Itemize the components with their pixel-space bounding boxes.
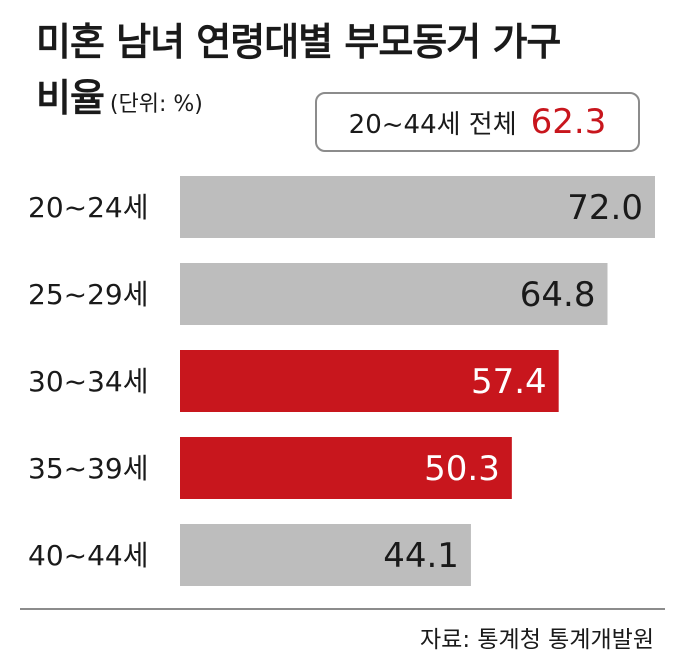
bar	[180, 437, 512, 499]
title-line-2-text: 비율	[36, 76, 105, 120]
footer-divider	[20, 608, 665, 610]
title-line-2: 비율 (단위: %)	[36, 70, 656, 133]
bar	[180, 350, 559, 412]
value-label: 57.4	[471, 362, 547, 402]
category-label: 30~34세	[28, 365, 148, 398]
bar-chart: 20~24세 72.0 25~29세 64.8 30~34세 57.4 35~39세 50.3…	[28, 176, 655, 586]
total-value: 62.3	[530, 102, 607, 142]
value-label: 44.1	[383, 536, 459, 576]
bar	[180, 524, 471, 586]
total-label: 20~44세 전체	[348, 109, 517, 140]
chart-title: 미혼 남녀 연령대별 부모동거 가구 비율 (단위: %)	[36, 14, 656, 133]
category-label: 40~44세	[28, 539, 148, 572]
category-label: 20~24세	[28, 191, 148, 224]
total-summary-box: 20~44세 전체 62.3	[315, 92, 640, 152]
unit-label: (단위: %)	[109, 92, 203, 117]
category-label: 25~29세	[28, 278, 148, 311]
source-note: 자료: 통계청 통계개발원	[420, 627, 654, 653]
value-label: 72.0	[567, 188, 643, 228]
bar	[180, 176, 655, 238]
value-label: 64.8	[520, 275, 596, 315]
title-line-1: 미혼 남녀 연령대별 부모동거 가구	[36, 20, 561, 64]
category-label: 35~39세	[28, 452, 148, 485]
bar	[180, 263, 608, 325]
value-label: 50.3	[424, 449, 500, 489]
